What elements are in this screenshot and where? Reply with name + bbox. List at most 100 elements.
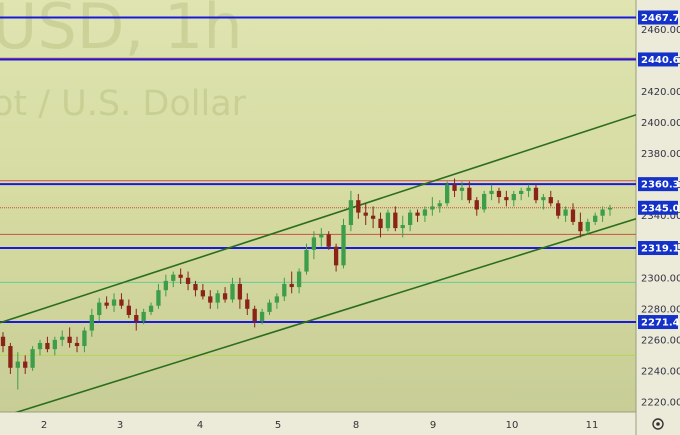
channel-lower-line[interactable] [14, 218, 636, 413]
time-tick: 5 [275, 420, 281, 431]
candle [60, 330, 65, 347]
candle [526, 184, 531, 198]
time-tick: 8 [353, 420, 359, 431]
candle [119, 293, 124, 309]
svg-text:2319.17: 2319.17 [641, 244, 680, 255]
candle [215, 290, 220, 309]
candle [533, 184, 539, 204]
candle [585, 218, 590, 235]
candle [489, 184, 494, 201]
candle [193, 280, 198, 297]
candle [171, 271, 176, 288]
time-axis-background [0, 412, 636, 435]
candle [141, 308, 146, 325]
time-tick: 4 [197, 420, 203, 431]
price-tick: 2260.00 [641, 335, 680, 346]
plot-background [0, 0, 636, 412]
candle [370, 206, 376, 229]
candle [570, 203, 576, 226]
candle [482, 190, 487, 213]
price-tick: 2420.00 [641, 87, 680, 98]
candle [459, 181, 465, 201]
price-tick: 2220.00 [641, 397, 680, 408]
level-badge-2360.34: 2360.34 [638, 177, 680, 192]
gear-icon [652, 418, 664, 430]
candle [296, 268, 302, 294]
candle [607, 204, 613, 216]
candle [519, 187, 524, 201]
candle [311, 231, 317, 260]
candle [548, 190, 553, 207]
price-tick: 2380.00 [641, 149, 680, 160]
price-tick: 2400.00 [641, 118, 680, 129]
candle [356, 193, 361, 219]
candle [274, 293, 280, 309]
price-tick: 2300.00 [641, 273, 680, 284]
candle [178, 268, 183, 284]
candle [74, 336, 80, 353]
candle [444, 181, 450, 207]
candle [8, 342, 13, 374]
level-badge-2440.68: 2440.68 [638, 52, 680, 67]
svg-text:2467.72: 2467.72 [641, 13, 680, 24]
svg-text:2345.09: 2345.09 [641, 203, 680, 214]
candle [267, 299, 272, 316]
svg-text:2360.34: 2360.34 [641, 180, 680, 191]
candle [319, 228, 324, 247]
candle [385, 209, 391, 232]
candle [148, 302, 154, 316]
settings-button[interactable] [645, 414, 671, 434]
candle [89, 308, 94, 337]
price-tick: 2340.00 [641, 211, 680, 222]
candle [259, 308, 265, 325]
candle [541, 193, 546, 210]
time-tick: 9 [430, 420, 436, 431]
level-badge-2319.17: 2319.17 [638, 241, 680, 256]
candle [348, 190, 354, 232]
svg-text:2440.68: 2440.68 [641, 55, 680, 66]
candle [393, 206, 398, 232]
candle [15, 352, 20, 390]
candle [23, 355, 28, 374]
time-tick: 2 [41, 420, 47, 431]
candle [104, 296, 109, 309]
price-tick: 2280.00 [641, 304, 680, 315]
candle [415, 209, 420, 222]
candle [407, 209, 413, 232]
candle [200, 283, 206, 300]
candle [452, 178, 457, 198]
candle [600, 206, 605, 222]
candle [363, 203, 368, 226]
candle [126, 299, 131, 319]
watermark-description: ot / U.S. Dollar [0, 84, 247, 124]
candle [326, 231, 331, 250]
candle [511, 190, 516, 207]
price-tick: 2460.00 [641, 25, 680, 36]
candle [37, 339, 43, 356]
candle [156, 283, 161, 309]
svg-text:2271.47: 2271.47 [641, 318, 680, 329]
candle [578, 212, 583, 238]
candle [400, 215, 405, 238]
candle [0, 332, 6, 353]
candle [67, 327, 72, 348]
candle [111, 293, 117, 312]
candle [504, 190, 509, 207]
candle [230, 277, 235, 303]
candle [208, 290, 213, 309]
time-tick: 10 [506, 420, 519, 431]
time-tick: 3 [117, 420, 123, 431]
candle [134, 308, 139, 331]
candle [252, 305, 257, 328]
time-tick: 11 [586, 420, 599, 431]
candle [82, 327, 87, 353]
candle [341, 218, 346, 269]
channel-upper-line[interactable] [0, 114, 636, 324]
candle [556, 200, 561, 219]
candle [593, 212, 598, 226]
watermark-symbol: USD, 1h [0, 0, 243, 63]
candle [563, 206, 568, 222]
candle [496, 187, 502, 204]
candle [45, 336, 50, 353]
